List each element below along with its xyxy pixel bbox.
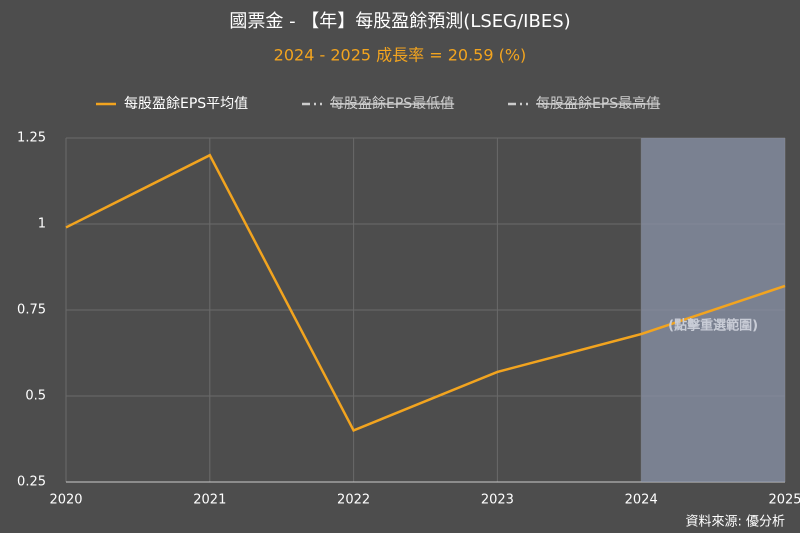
x-tick-label: 2024 bbox=[625, 493, 658, 508]
y-tick-label: 0.75 bbox=[17, 303, 46, 318]
series-line bbox=[65, 153, 786, 432]
legend-label[interactable]: 每股盈餘EPS最高值 bbox=[536, 95, 660, 112]
y-tick-label: 1 bbox=[38, 217, 46, 232]
chart-subtitle: 2024 - 2025 成長率 = 20.59 (%) bbox=[274, 46, 527, 65]
x-tick-label: 2021 bbox=[193, 493, 226, 508]
legend-label[interactable]: 每股盈餘EPS最低值 bbox=[330, 95, 454, 112]
legend-label[interactable]: 每股盈餘EPS平均值 bbox=[124, 95, 248, 112]
x-tick-label: 2025 bbox=[768, 493, 800, 508]
highlight-label: (點擊重選範圍) bbox=[668, 318, 758, 334]
y-tick-label: 1.25 bbox=[17, 131, 46, 146]
y-tick-label: 0.5 bbox=[25, 389, 46, 404]
x-tick-label: 2023 bbox=[481, 493, 514, 508]
x-tick-label: 2022 bbox=[337, 493, 370, 508]
chart-title: 國票金 - 【年】每股盈餘預測(LSEG/IBES) bbox=[229, 11, 570, 32]
source-note: 資料來源: 優分析 bbox=[685, 515, 785, 530]
y-tick-label: 0.25 bbox=[17, 475, 46, 490]
x-tick-label: 2020 bbox=[49, 493, 82, 508]
